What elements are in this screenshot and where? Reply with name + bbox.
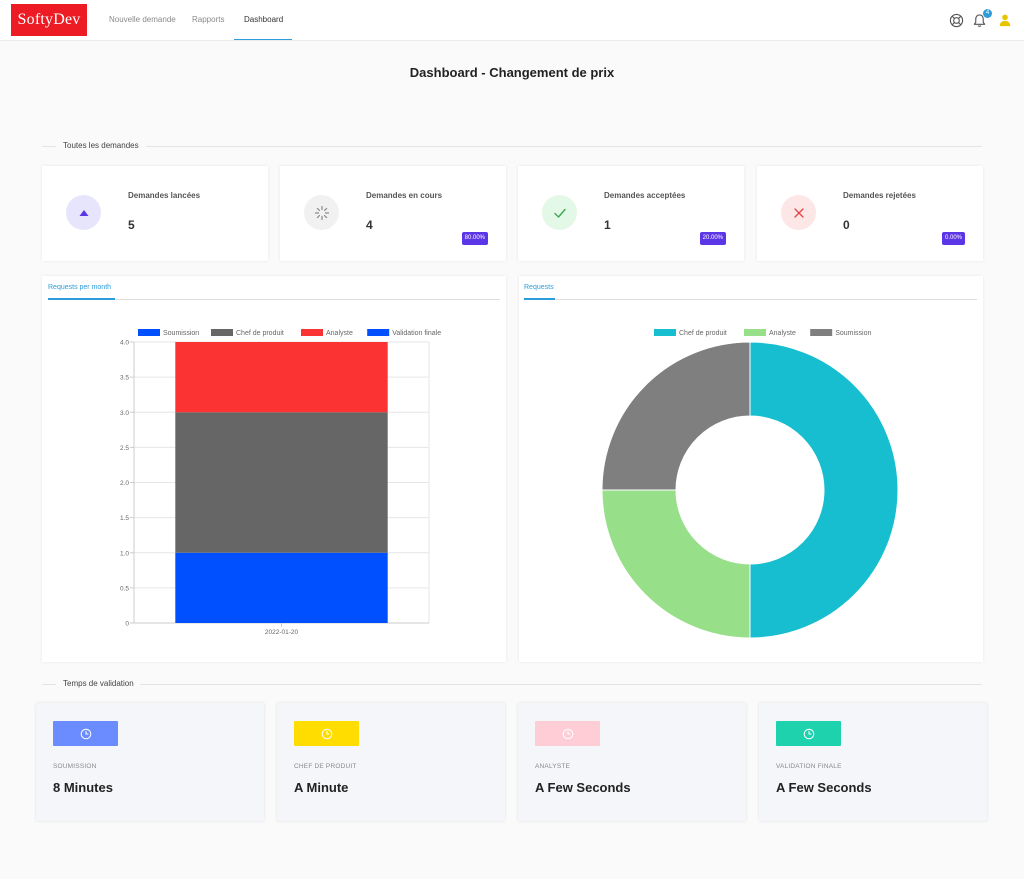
top-navbar: SoftyDev Nouvelle demande Rapports Dashb… (0, 0, 1024, 41)
section-divider (140, 684, 982, 685)
section-title-validation-time: Temps de validation (63, 679, 134, 688)
y-tick-label: 2.5 (120, 445, 129, 452)
legend-swatch (810, 329, 833, 336)
validation-label: Validation finale (776, 763, 842, 770)
tab-divider (48, 299, 500, 300)
doughnut-chart: Chef de produit Analyste Soumission (601, 329, 899, 639)
stat-value: 0 (843, 218, 850, 232)
doughnut-slice (601, 341, 751, 491)
legend-label: Soumission (163, 330, 199, 337)
tab-requests-per-month[interactable]: Requests per month (48, 284, 112, 291)
stat-title: Demandes en cours (366, 191, 443, 200)
section-title-all-requests: Toutes les demandes (63, 141, 139, 150)
check-icon (542, 195, 577, 230)
validation-value: A Few Seconds (776, 780, 872, 795)
clock-icon (776, 721, 841, 746)
clock-icon (535, 721, 600, 746)
nav-dashboard[interactable]: Dashboard (244, 15, 284, 24)
legend-swatch (301, 329, 323, 336)
stat-card-accepted: Demandes acceptées 1 20.00% (518, 166, 744, 261)
active-tab-indicator (48, 298, 115, 300)
stat-percent-badge: 20.00% (699, 232, 726, 245)
y-tick-label: 2.0 (120, 480, 129, 487)
active-tab-indicator (524, 298, 555, 300)
legend-label: Analyste (769, 330, 796, 337)
tab-divider (524, 299, 977, 300)
validation-card-product-manager: Chef de produit A Minute (277, 703, 505, 821)
stat-title: Demandes acceptées (604, 191, 686, 200)
doughnut-slice (601, 489, 751, 639)
y-tick-label: 4.0 (120, 340, 129, 347)
section-divider (146, 146, 982, 147)
stat-card-launched: Demandes lancées 5 (42, 166, 268, 261)
nav-nouvelle-demande[interactable]: Nouvelle demande (109, 15, 176, 24)
stat-card-rejected: Demandes rejetées 0 0.00% (757, 166, 983, 261)
brand-logo[interactable]: SoftyDev (11, 4, 87, 36)
legend-label: Chef de produit (236, 330, 284, 337)
stat-value: 1 (604, 218, 611, 232)
stat-percent-badge: 0.00% (941, 232, 965, 245)
y-tick-label: 3.0 (120, 410, 129, 417)
validation-card-final: Validation finale A Few Seconds (759, 703, 987, 821)
stat-value: 4 (366, 218, 373, 232)
chart-card-requests: Requests Chef de produit Analyste Soumissi… (519, 276, 983, 662)
legend-swatch (744, 329, 766, 336)
stat-value: 5 (128, 218, 135, 232)
page-title: Dashboard - Changement de prix (409, 65, 615, 80)
tab-requests[interactable]: Requests (524, 284, 554, 291)
y-tick-label: 1.5 (120, 515, 129, 522)
bar-segment (175, 412, 388, 553)
notification-badge: 4 (983, 9, 992, 18)
clock-icon (53, 721, 118, 746)
legend-swatch (654, 329, 676, 336)
lifebuoy-icon[interactable] (948, 12, 964, 28)
legend-label: Validation finale (392, 330, 441, 337)
bell-icon[interactable] (971, 12, 987, 28)
active-nav-indicator (234, 39, 292, 40)
legend-label: Soumission (835, 330, 871, 337)
legend-swatch (367, 329, 390, 336)
section-divider (42, 684, 56, 685)
validation-value: A Minute (294, 780, 349, 795)
y-tick-label: 3.5 (120, 375, 129, 382)
doughnut-slice (749, 341, 899, 639)
bar-chart: Soumission Chef de produit Analyste Validat… (120, 329, 441, 636)
legend-label: Chef de produit (679, 330, 727, 337)
nav-rapports[interactable]: Rapports (192, 15, 225, 24)
validation-label: Analyste (535, 763, 571, 770)
triangle-up-icon (66, 195, 101, 230)
clock-icon (294, 721, 359, 746)
section-divider (42, 146, 56, 147)
chart-card-requests-per-month: Requests per month Soumission Chef de pro… (42, 276, 506, 662)
stat-card-in-progress: Demandes en cours 4 80.00% (280, 166, 506, 261)
validation-value: 8 Minutes (53, 780, 113, 795)
bar-segment (175, 552, 388, 623)
stat-title: Demandes lancées (128, 191, 201, 200)
legend-label: Analyste (326, 330, 353, 337)
validation-label: Chef de produit (294, 763, 357, 770)
x-tick-label: 2022-01-20 (265, 629, 299, 636)
close-icon (781, 195, 816, 230)
validation-label: Soumission (53, 763, 97, 770)
validation-card-submission: Soumission 8 Minutes (36, 703, 264, 821)
bar-segment (175, 342, 388, 413)
legend-swatch (211, 329, 233, 336)
y-tick-label: 0.5 (120, 585, 129, 592)
y-tick-label: 0 (125, 621, 129, 628)
y-tick-label: 1.0 (120, 550, 129, 557)
legend-swatch (138, 329, 160, 336)
validation-card-analyst: Analyste A Few Seconds (518, 703, 746, 821)
user-icon[interactable] (997, 12, 1013, 28)
stat-title: Demandes rejetées (843, 191, 916, 200)
validation-value: A Few Seconds (535, 780, 631, 795)
stat-percent-badge: 80.00% (461, 232, 488, 245)
spinner-icon (304, 195, 339, 230)
